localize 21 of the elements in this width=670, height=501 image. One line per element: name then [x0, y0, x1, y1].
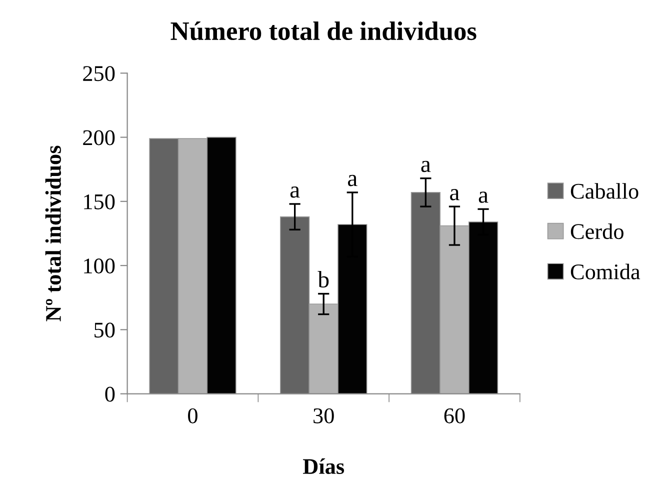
y-axis-title: Nº total individuos — [45, 146, 62, 322]
x-axis-title: Días — [303, 458, 344, 474]
data-label: a — [450, 189, 460, 200]
x-tick-label: 60 — [444, 408, 465, 424]
y-tick-label: 50 — [94, 322, 115, 338]
data-label: a — [348, 174, 358, 186]
legend-label: Comida — [570, 264, 640, 280]
data-label: b — [318, 270, 329, 288]
x-tick-label: 0 — [188, 408, 198, 424]
x-tick-label: 30 — [314, 408, 334, 424]
data-label: a — [290, 186, 300, 198]
chart-title: Número total de individuos — [170, 21, 476, 40]
y-tick-label: 200 — [83, 130, 115, 146]
legend-label: Caballo — [570, 183, 638, 199]
y-tick-label: 0 — [105, 386, 115, 402]
y-tick-label: 150 — [84, 194, 115, 210]
legend-label: Cerdo — [570, 223, 624, 240]
data-label: a — [421, 160, 431, 172]
data-label: a — [478, 192, 488, 203]
y-tick-label: 250 — [83, 66, 115, 82]
y-tick-label: 100 — [84, 258, 115, 274]
